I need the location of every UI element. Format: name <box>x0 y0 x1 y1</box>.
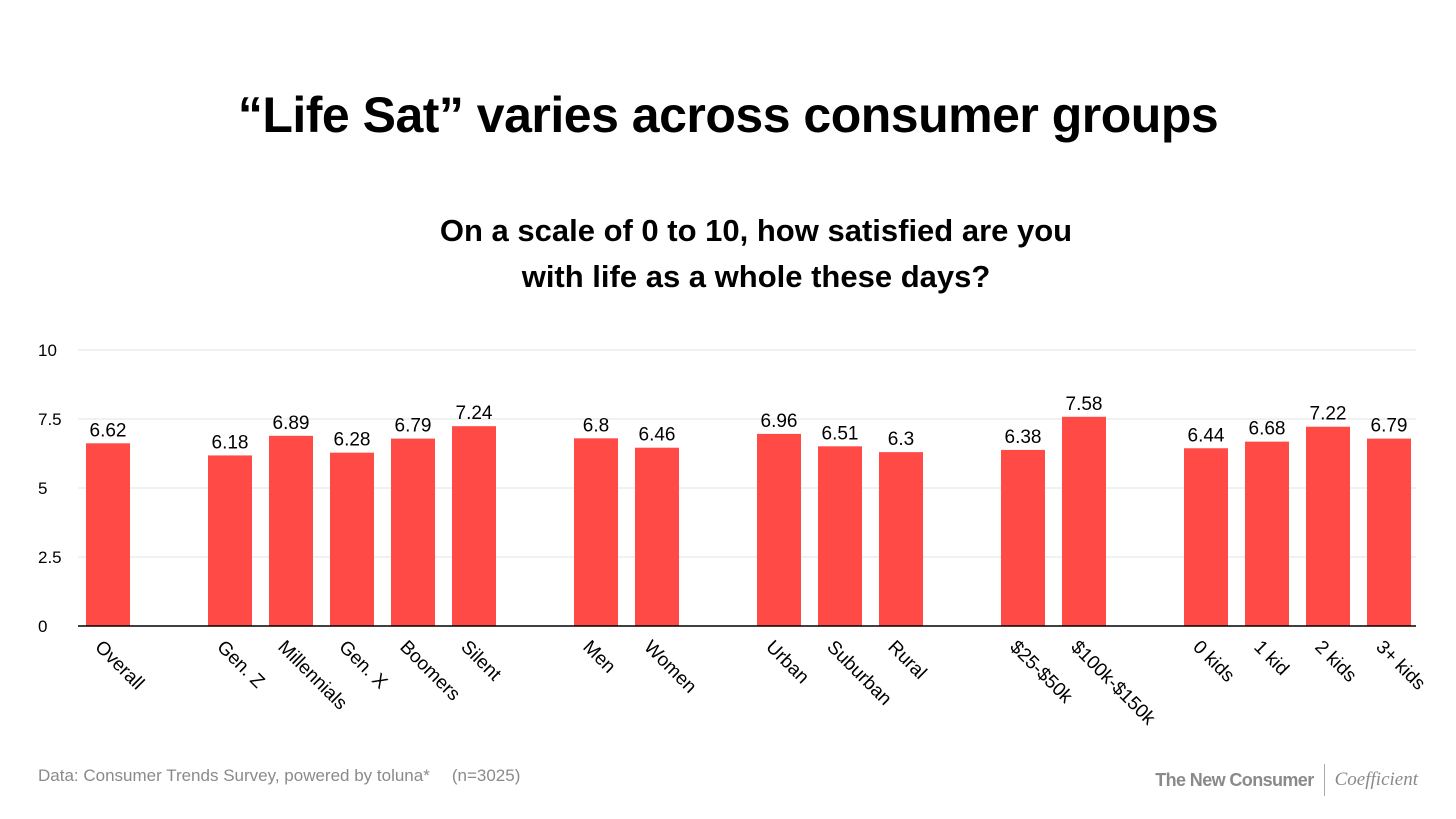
data-label: 6.51 <box>822 423 859 444</box>
x-tick-label: Gen. Z <box>212 637 268 693</box>
data-label: 6.18 <box>212 432 249 453</box>
chart-subtitle: On a scale of 0 to 10, how satisfied are… <box>0 208 1456 300</box>
data-label: 6.28 <box>334 430 371 451</box>
bar <box>452 426 496 626</box>
bar <box>635 447 679 626</box>
y-tick-label: 5 <box>38 479 47 498</box>
source-text: Data: Consumer Trends Survey, powered by… <box>38 766 430 785</box>
bar <box>86 443 130 626</box>
x-tick-label: Silent <box>456 637 505 686</box>
data-label: 6.96 <box>761 411 798 432</box>
subtitle-line-2: with life as a whole these days? <box>521 259 991 294</box>
bar <box>879 452 923 626</box>
bar <box>1245 441 1289 626</box>
y-tick-label: 7.5 <box>38 410 62 429</box>
bar <box>269 435 313 626</box>
data-label: 6.8 <box>583 415 609 436</box>
y-tick-label: 0 <box>38 617 47 636</box>
x-tick-label: $25-$50k <box>1005 637 1076 708</box>
data-label: 6.46 <box>639 425 676 446</box>
bar <box>1184 448 1228 626</box>
bar <box>208 455 252 626</box>
x-tick-label: 3+ kids <box>1371 637 1429 695</box>
x-tick-label: Overall <box>90 637 147 694</box>
bar <box>1367 438 1411 626</box>
bar <box>1062 416 1106 626</box>
data-label: 6.79 <box>395 416 432 437</box>
chart-title: “Life Sat” varies across consumer groups <box>237 87 1219 143</box>
x-tick-label: Rural <box>883 637 930 684</box>
brand-new-consumer: The New Consumer <box>1155 769 1314 790</box>
bar <box>1306 426 1350 626</box>
brand-coefficient: Coefficient <box>1334 769 1418 790</box>
x-tick-label: Boomers <box>395 637 464 706</box>
x-tick-label: $100k-$150k <box>1066 637 1159 730</box>
data-label: 6.89 <box>273 413 310 434</box>
x-tick-label: Women <box>639 637 700 698</box>
source-note: Data: Consumer Trends Survey, powered by… <box>38 766 520 786</box>
data-label: 7.24 <box>456 403 493 424</box>
data-label: 6.38 <box>1005 427 1042 448</box>
x-tick-label: Urban <box>761 637 812 688</box>
y-tick-label: 2.5 <box>38 548 62 567</box>
data-label: 6.68 <box>1249 419 1286 440</box>
y-tick-label: 10 <box>38 341 57 360</box>
subtitle-line-1: On a scale of 0 to 10, how satisfied are… <box>439 213 1073 248</box>
bar <box>574 438 618 626</box>
data-label: 6.3 <box>888 429 914 450</box>
bar <box>757 433 801 626</box>
data-label: 7.22 <box>1310 404 1347 425</box>
x-tick-label: 0 kids <box>1188 637 1238 687</box>
data-label: 6.62 <box>90 420 127 441</box>
data-label: 6.44 <box>1188 425 1225 446</box>
x-tick-label: Men <box>578 637 619 678</box>
bar <box>391 438 435 626</box>
x-tick-label: 2 kids <box>1310 637 1360 687</box>
bar <box>818 446 862 626</box>
brand-divider <box>1323 764 1325 796</box>
x-tick-label: Suburban <box>822 637 895 710</box>
x-tick-label: Gen. X <box>334 637 391 694</box>
data-label: 7.58 <box>1066 394 1103 415</box>
bar <box>1001 449 1045 626</box>
brand-logos: The New Consumer Coefficient <box>1155 764 1418 796</box>
bar <box>330 452 374 626</box>
sample-size: (n=3025) <box>451 766 521 785</box>
data-label: 6.79 <box>1371 416 1408 437</box>
x-tick-label: 1 kid <box>1249 637 1292 680</box>
